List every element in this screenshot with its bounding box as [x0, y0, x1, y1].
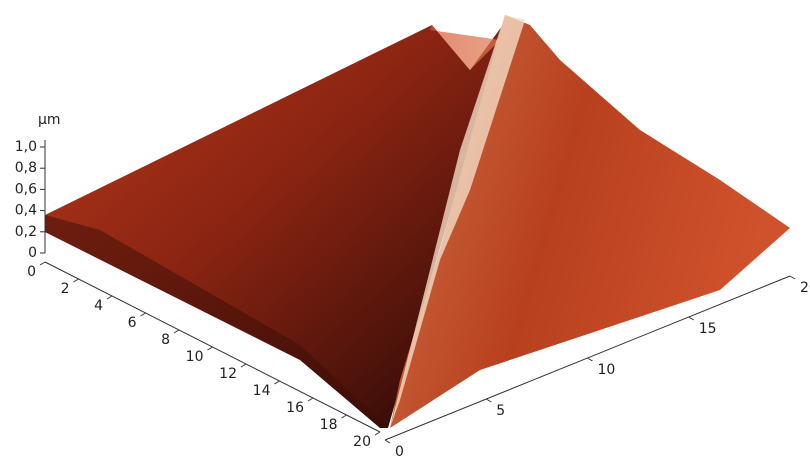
x-tick	[141, 313, 146, 316]
x-tick-label: 2	[61, 281, 70, 297]
chart: µm 0 0,2 0,4 0,6 0,8 1,0 0 2 4 6 8 10 12 14 16 18 20 0 5 10…	[0, 0, 810, 461]
x-tick	[275, 381, 280, 384]
x-tick-label: 16	[286, 400, 304, 416]
surface	[45, 15, 790, 428]
y-tick-label: 10	[598, 362, 616, 378]
x-tick	[208, 347, 213, 350]
x-tick-label: 10	[186, 349, 204, 365]
x-tick	[107, 296, 112, 299]
y-tick	[385, 440, 390, 443]
x-tick-label: 8	[161, 332, 170, 348]
x-tick-label: 20	[353, 434, 371, 450]
x-tick	[40, 262, 45, 265]
x-tick-label: 18	[320, 417, 338, 433]
z-tick-label: 0	[28, 245, 37, 261]
x-tick-label: 4	[94, 298, 103, 314]
z-tick-label: 0,6	[15, 181, 37, 197]
x-tick-label: 6	[128, 315, 137, 331]
y-tick	[790, 276, 795, 279]
x-tick-label: 0	[27, 264, 36, 280]
z-tick-label: 1,0	[15, 139, 37, 155]
y-tick	[689, 317, 694, 320]
z-tick-label: 0,8	[15, 160, 37, 176]
x-tick	[241, 364, 246, 367]
x-tick-label: 12	[219, 366, 237, 382]
z-tick-label: 0,2	[15, 224, 37, 240]
y-tick-label: 5	[496, 403, 505, 419]
y-tick	[486, 399, 491, 402]
x-tick	[308, 398, 313, 401]
y-tick-label: 15	[699, 321, 717, 337]
x-tick	[174, 330, 179, 333]
z-axis-label: µm	[38, 112, 61, 128]
y-tick-label: 20	[800, 280, 810, 296]
y-tick	[588, 358, 593, 361]
x-tick	[342, 415, 347, 418]
x-tick	[375, 432, 380, 435]
x-tick	[74, 279, 79, 282]
z-tick-label: 0,4	[15, 203, 37, 219]
x-tick-label: 14	[253, 383, 271, 399]
y-tick-label: 0	[395, 444, 404, 460]
